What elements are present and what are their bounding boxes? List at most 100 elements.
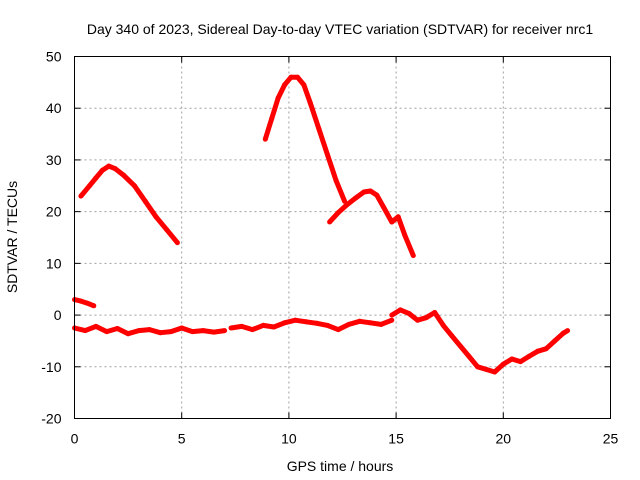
- y-tick-label: 10: [46, 255, 62, 271]
- data-point: [106, 163, 112, 169]
- data-point: [269, 116, 275, 122]
- data-point: [346, 321, 352, 327]
- y-tick-label: -10: [41, 359, 61, 375]
- x-tick-label: 5: [178, 431, 186, 447]
- data-point: [526, 353, 532, 359]
- data-point: [262, 136, 268, 142]
- data-point: [288, 74, 294, 80]
- data-point: [361, 189, 367, 195]
- data-point: [352, 195, 358, 201]
- x-tick-label: 25: [603, 431, 619, 447]
- data-point: [374, 192, 380, 198]
- x-tick-label: 20: [496, 431, 512, 447]
- data-point: [552, 338, 558, 344]
- data-point: [410, 253, 416, 259]
- data-point: [157, 330, 163, 336]
- chart-title: Day 340 of 2023, Sidereal Day-to-day VTE…: [87, 21, 593, 37]
- data-point: [466, 353, 472, 359]
- data-point: [389, 219, 395, 225]
- y-tick-label: 40: [46, 100, 62, 116]
- data-point: [415, 317, 420, 323]
- data-point: [84, 300, 90, 306]
- series-line-baseline-afternoon: [390, 307, 569, 375]
- data-point: [565, 328, 571, 334]
- data-point: [357, 318, 363, 324]
- data-point: [367, 320, 373, 326]
- data-point: [314, 320, 320, 326]
- data-point: [164, 227, 170, 233]
- data-point: [325, 322, 330, 328]
- data-point: [282, 82, 288, 88]
- data-point: [260, 322, 266, 328]
- data-point: [104, 329, 110, 335]
- data-point: [406, 311, 412, 316]
- data-point: [535, 348, 541, 354]
- data-point: [153, 214, 159, 220]
- y-tick-label: 0: [54, 307, 62, 323]
- data-point: [99, 167, 105, 173]
- data-point: [114, 326, 120, 331]
- y-tick-label: 20: [46, 204, 62, 220]
- data-point: [440, 322, 446, 328]
- x-tick-label: 0: [71, 431, 79, 447]
- data-point: [327, 219, 333, 225]
- data-point: [389, 317, 395, 323]
- data-point: [449, 333, 455, 339]
- data-point: [78, 298, 84, 304]
- data-point: [174, 240, 180, 246]
- data-point: [93, 175, 99, 181]
- ticks: 0 5 10 15 20 25 -20 -10 0 10 20 30 40 50: [41, 49, 618, 447]
- data-point: [560, 330, 566, 336]
- data-point: [518, 359, 523, 365]
- data-point: [483, 366, 489, 372]
- data-point: [295, 74, 300, 80]
- data-point: [275, 95, 281, 101]
- y-tick-label: -20: [41, 411, 61, 427]
- data-point: [423, 315, 429, 321]
- data-point: [168, 329, 174, 335]
- data-point: [509, 356, 515, 362]
- data-point: [335, 327, 341, 333]
- data-point: [344, 202, 350, 208]
- data-point: [333, 178, 339, 184]
- data-point: [307, 100, 313, 106]
- data-point: [142, 198, 148, 204]
- series-line-baseline-midday: [230, 317, 393, 333]
- data-point: [136, 328, 142, 334]
- data-point: [147, 327, 152, 333]
- data-point: [500, 361, 506, 367]
- data-point: [189, 329, 195, 335]
- data-point: [211, 329, 217, 335]
- data-point: [389, 312, 395, 318]
- data-point: [132, 183, 137, 189]
- data-point: [112, 166, 118, 172]
- series-line-arc-midday-peak: [262, 74, 347, 203]
- data-point: [397, 307, 403, 313]
- data-point: [378, 321, 384, 327]
- data-point: [222, 328, 228, 334]
- data-point: [200, 328, 206, 334]
- data-point: [395, 214, 401, 220]
- data-point: [303, 319, 309, 325]
- data-point: [239, 323, 245, 329]
- series-layer: [72, 74, 571, 375]
- data-point: [292, 317, 298, 323]
- series-line-arc-early-low: [73, 297, 95, 309]
- y-axis-label: SDTVAR / TECUs: [4, 181, 20, 293]
- data-point: [335, 210, 341, 216]
- data-point: [492, 369, 498, 375]
- data-point: [179, 325, 185, 331]
- data-point: [282, 320, 288, 326]
- data-point: [87, 183, 92, 189]
- data-point: [78, 193, 84, 199]
- data-point: [228, 325, 234, 331]
- x-tick-label: 10: [281, 431, 297, 447]
- data-point: [121, 172, 127, 178]
- x-axis-label: GPS time / hours: [287, 458, 394, 474]
- grid: [74, 56, 611, 419]
- data-point: [380, 204, 386, 209]
- data-point: [250, 327, 255, 333]
- x-tick-label: 15: [388, 431, 404, 447]
- data-point: [82, 328, 88, 334]
